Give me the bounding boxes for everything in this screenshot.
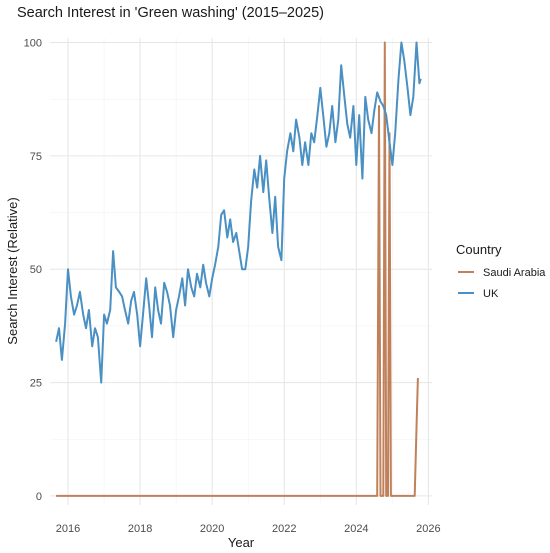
y-tick-label: 75 xyxy=(30,151,42,163)
y-axis: 0 25 50 75 100 xyxy=(24,38,42,503)
y-tick-label: 100 xyxy=(24,38,42,50)
series-layer xyxy=(55,41,422,497)
y-tick-label: 0 xyxy=(36,491,42,503)
series-line-uk xyxy=(55,41,422,384)
x-axis-label: Year xyxy=(228,535,255,550)
legend-title: Country xyxy=(456,242,502,257)
y-axis-label: Search Interest (Relative) xyxy=(5,197,20,344)
series-line-saudi-arabia xyxy=(56,41,419,497)
y-tick-label: 50 xyxy=(30,264,42,276)
x-tick-label: 2016 xyxy=(56,523,80,535)
chart-title: Search Interest in 'Green washing' (2015… xyxy=(17,5,324,21)
legend-label: Saudi Arabia xyxy=(483,267,546,279)
y-tick-label: 25 xyxy=(30,378,42,390)
legend-item: Saudi Arabia xyxy=(458,267,546,279)
x-tick-label: 2026 xyxy=(416,523,440,535)
legend-item: UK xyxy=(458,288,499,300)
grid-lines xyxy=(50,38,432,505)
x-axis: 2016 2018 2020 2022 2024 2026 xyxy=(56,523,441,535)
legend: Country Saudi Arabia UK xyxy=(456,242,546,300)
x-tick-label: 2024 xyxy=(344,523,368,535)
x-tick-label: 2020 xyxy=(200,523,224,535)
x-tick-label: 2018 xyxy=(128,523,152,535)
legend-label: UK xyxy=(483,288,499,300)
x-tick-label: 2022 xyxy=(272,523,296,535)
